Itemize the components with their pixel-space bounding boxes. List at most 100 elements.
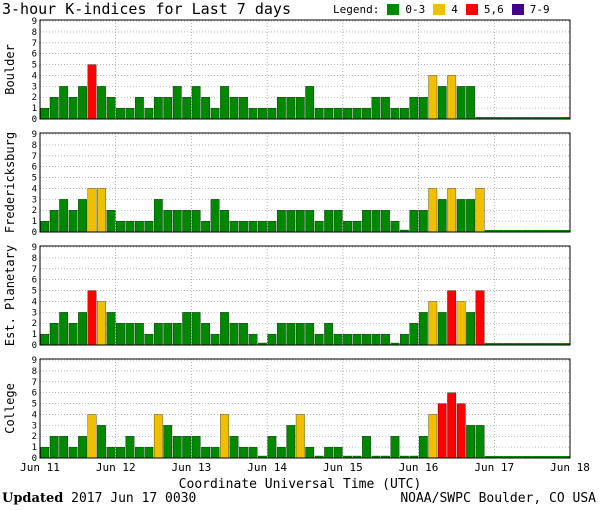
k-index-bar — [210, 333, 220, 346]
k-index-bar — [362, 107, 371, 120]
k-index-bar — [116, 220, 125, 233]
k-index-bar — [371, 210, 381, 233]
empty-bar — [513, 343, 523, 345]
x-tick-label: Jun 11 — [20, 461, 60, 474]
k-index-bar — [78, 86, 87, 120]
k-index-bar — [116, 323, 125, 346]
y-tick-label: 1 — [32, 330, 37, 340]
k-index-bar — [418, 436, 428, 459]
k-index-bar — [276, 323, 286, 346]
y-tick-label: 6 — [32, 276, 37, 286]
k-index-bar — [239, 446, 248, 459]
k-index-bar — [362, 436, 371, 459]
k-index-bar — [418, 97, 428, 120]
k-index-bar — [210, 446, 220, 459]
legend-swatch-0-3 — [387, 4, 400, 15]
k-index-bar — [314, 220, 324, 233]
k-index-bar — [87, 64, 97, 120]
y-tick-label: 1 — [32, 217, 37, 227]
k-index-chart: 0123456789Boulder0123456789Fredericksbur… — [3, 17, 590, 474]
k-index-bar — [40, 446, 50, 459]
k-index-bar — [475, 425, 485, 459]
y-tick-label: 4 — [32, 184, 37, 194]
k-index-bar — [428, 188, 438, 233]
k-index-bar — [153, 199, 163, 233]
k-index-bar — [59, 436, 69, 459]
empty-bar — [541, 456, 552, 458]
k-index-bar — [201, 446, 211, 459]
k-index-bar — [125, 323, 135, 346]
k-index-bar — [172, 436, 182, 459]
empty-bar — [560, 343, 570, 345]
k-index-bar — [134, 323, 144, 346]
y-tick-label: 9 — [32, 356, 37, 366]
k-index-bar — [324, 107, 334, 120]
k-index-bar — [134, 446, 144, 459]
k-index-bar — [456, 301, 466, 346]
k-index-bar — [59, 86, 69, 120]
y-tick-label: 5 — [32, 61, 37, 71]
y-tick-label: 3 — [32, 195, 37, 205]
x-tick-label: Jun 13 — [172, 461, 212, 474]
k-index-bar — [371, 97, 381, 120]
k-index-bar — [267, 220, 277, 233]
k-index-bar — [343, 107, 352, 120]
x-tick-label: Jun 17 — [474, 461, 514, 474]
k-index-bar — [352, 220, 362, 233]
panel-frame — [39, 245, 571, 346]
empty-bar — [494, 343, 504, 345]
x-axis-label: Coordinate Universal Time (UTC) — [178, 477, 422, 492]
k-index-bar — [314, 333, 324, 346]
y-tick-label: 6 — [32, 163, 37, 173]
k-index-bar — [163, 425, 173, 459]
k-index-bar — [49, 210, 59, 233]
empty-bar — [560, 117, 570, 119]
k-index-bar — [172, 210, 182, 233]
k-index-bar — [239, 323, 248, 346]
k-index-bar — [343, 220, 352, 233]
y-tick-label: 8 — [32, 28, 37, 38]
k-index-bar — [428, 301, 438, 346]
k-index-bar — [210, 199, 220, 233]
k-index-bar — [172, 86, 182, 120]
k-index-bar — [87, 414, 97, 459]
k-index-bar — [352, 107, 362, 120]
empty-bar — [541, 230, 552, 232]
k-index-bar — [390, 436, 400, 459]
y-tick-label: 0 — [32, 341, 37, 351]
x-tick-label: Jun 16 — [399, 461, 439, 474]
k-index-bar — [276, 97, 286, 120]
k-index-bar — [49, 436, 59, 459]
y-tick-label: 0 — [32, 454, 37, 464]
k-index-bar — [267, 107, 277, 120]
k-index-bar — [437, 199, 447, 233]
k-index-bar — [409, 210, 419, 233]
chart-title: 3-hour K-indices for Last 7 days — [2, 0, 291, 18]
empty-bar — [484, 343, 495, 345]
y-tick-label: 8 — [32, 254, 37, 264]
k-index-bar — [163, 323, 173, 346]
k-index-bar — [267, 333, 277, 346]
k-index-bar — [466, 199, 476, 233]
k-index-bar — [220, 210, 229, 233]
empty-bar — [551, 343, 561, 345]
k-index-bar — [97, 188, 106, 233]
k-index-bar — [305, 446, 315, 459]
legend-item-4: 4 — [433, 3, 458, 16]
k-index-bar — [97, 425, 106, 459]
k-index-bar — [286, 210, 296, 233]
panel-frame — [39, 19, 571, 120]
y-tick-label: 3 — [32, 308, 37, 318]
k-index-bar — [40, 107, 50, 120]
empty-bar — [475, 117, 485, 119]
y-tick-label: 4 — [32, 71, 37, 81]
k-index-bar — [305, 323, 315, 346]
empty-bar — [560, 230, 570, 232]
y-tick-label: 1 — [32, 104, 37, 114]
k-index-bar — [201, 97, 211, 120]
empty-bar — [503, 230, 514, 232]
y-tick-label: 7 — [32, 39, 37, 49]
empty-bar — [532, 456, 542, 458]
k-index-bar — [87, 188, 97, 233]
empty-bar — [532, 117, 542, 119]
